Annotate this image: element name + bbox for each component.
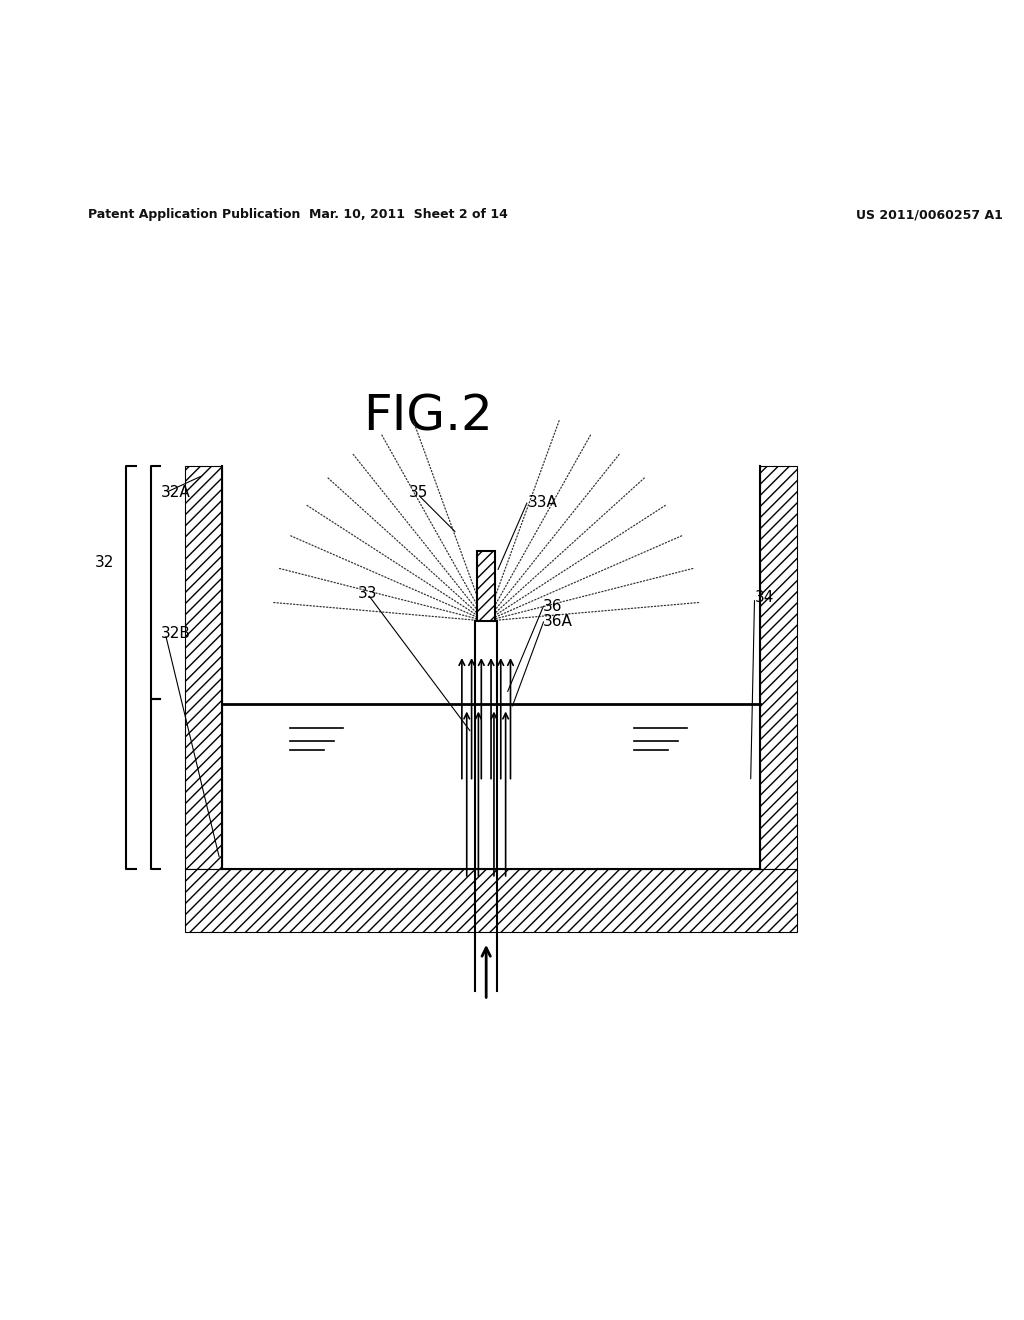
- Text: 32: 32: [95, 556, 115, 570]
- Text: 36: 36: [543, 599, 562, 614]
- Bar: [184, 869, 798, 932]
- Bar: [761, 466, 798, 869]
- Text: US 2011/0060257 A1: US 2011/0060257 A1: [856, 209, 1002, 222]
- Bar: [477, 550, 495, 622]
- Text: 33: 33: [357, 586, 377, 602]
- Bar: [184, 466, 222, 869]
- Text: Mar. 10, 2011  Sheet 2 of 14: Mar. 10, 2011 Sheet 2 of 14: [309, 209, 508, 222]
- Text: 36A: 36A: [543, 614, 572, 628]
- Text: 35: 35: [409, 486, 428, 500]
- Text: 33A: 33A: [528, 495, 558, 510]
- Text: Patent Application Publication: Patent Application Publication: [87, 209, 300, 222]
- Text: FIG.2: FIG.2: [362, 393, 493, 441]
- Text: 32B: 32B: [161, 626, 190, 642]
- Text: 32A: 32A: [161, 486, 190, 500]
- Text: 34: 34: [755, 590, 774, 606]
